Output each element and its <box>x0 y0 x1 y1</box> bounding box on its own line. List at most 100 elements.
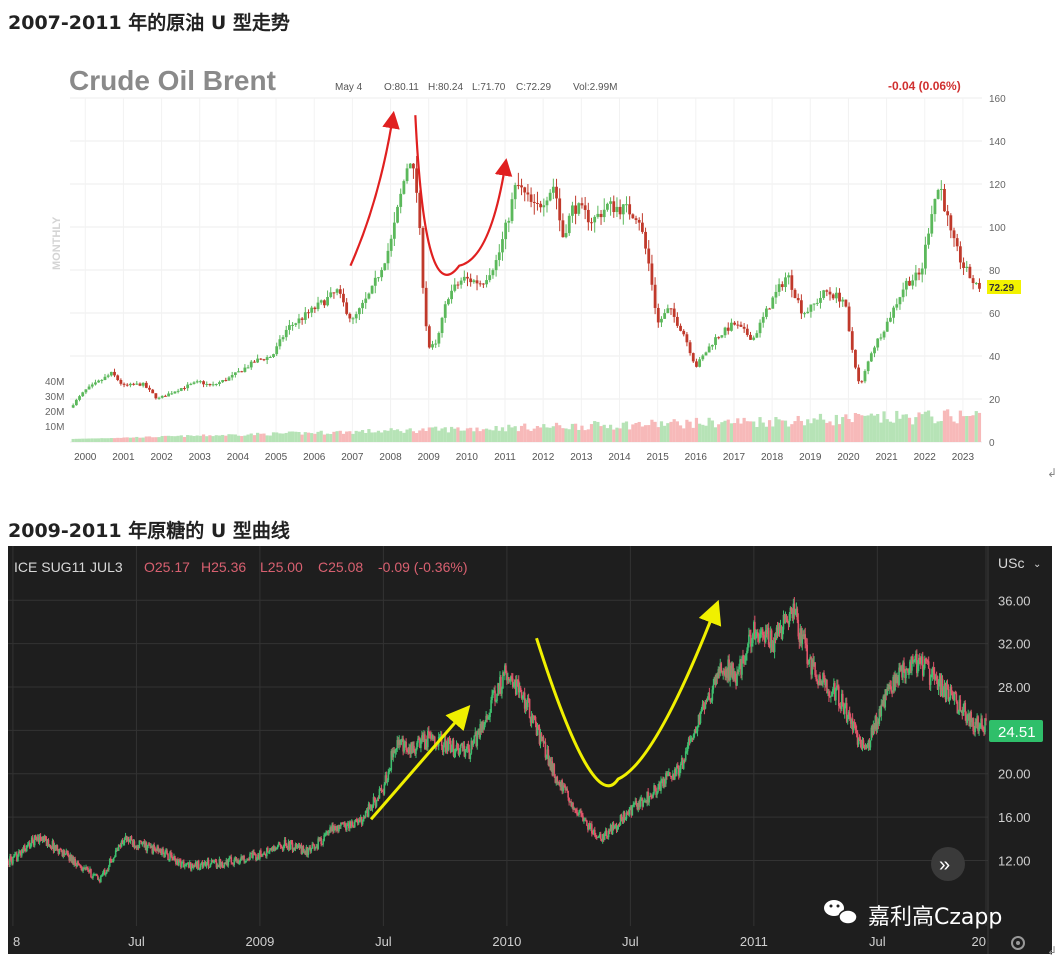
settings-gear-icon[interactable] <box>1011 936 1025 950</box>
sugar-candle <box>352 826 355 828</box>
crude-candle <box>262 359 266 361</box>
sugar-candle <box>760 629 763 632</box>
sugar-candle <box>348 823 350 829</box>
sugar-candle <box>754 622 756 639</box>
sugar-candle <box>404 741 406 744</box>
crude-candle <box>733 322 737 325</box>
crude-candle <box>920 268 924 275</box>
return-arrow-icon-2: ↲ <box>1046 944 1057 958</box>
crude-volume-bar <box>965 415 969 442</box>
sugar-candle <box>713 677 716 685</box>
sugar-candle <box>591 824 593 834</box>
crude-volume-bar <box>863 415 867 442</box>
sugar-candle <box>957 710 960 714</box>
sugar-candle <box>956 701 959 714</box>
sugar-candle <box>24 848 27 851</box>
sugar-candle <box>403 743 405 752</box>
sugar-candle <box>482 722 484 730</box>
sugar-candle <box>201 862 204 867</box>
crude-volume-bar <box>729 423 734 442</box>
crude-volume-bar <box>669 421 673 442</box>
crude-volume-bar <box>837 424 842 442</box>
sugar-currency-selector[interactable]: USc <box>998 555 1024 571</box>
crude-volume-bar <box>748 421 753 442</box>
crude-candle <box>831 294 835 299</box>
crude-candle <box>971 278 975 284</box>
sugar-candle <box>652 793 654 798</box>
sugar-candle <box>852 722 855 731</box>
sugar-candle <box>318 838 320 840</box>
sugar-x-tick: Jul <box>375 934 392 949</box>
crude-volume-bar <box>542 424 546 442</box>
sugar-candle <box>365 810 368 812</box>
sugar-candle <box>971 718 973 723</box>
sugar-candle <box>29 843 32 848</box>
sugar-candle <box>683 759 686 761</box>
crude-volume-bar <box>656 427 660 442</box>
crude-candle <box>793 289 797 299</box>
sugar-candle <box>632 804 635 806</box>
sugar-candle <box>914 659 916 661</box>
sugar-candle <box>927 661 930 669</box>
sugar-candle <box>917 665 919 674</box>
crude-volume-bar <box>939 421 943 442</box>
sugar-candle <box>480 724 482 732</box>
sugar-candle <box>747 643 749 651</box>
sugar-candle <box>522 692 525 696</box>
crude-candle <box>882 331 886 338</box>
crude-volume-bar <box>752 421 756 442</box>
crude-volume-bar <box>488 429 492 442</box>
crude-candle <box>450 290 453 300</box>
sugar-candle <box>225 859 228 865</box>
crude-volume-bar <box>844 414 848 442</box>
sugar-candle <box>974 721 976 732</box>
sugar-candle <box>751 643 753 647</box>
sugar-candle <box>755 632 757 639</box>
sugar-candle <box>649 795 651 797</box>
crude-volume-bar <box>491 430 495 442</box>
sugar-candle <box>571 802 573 807</box>
crude-candle <box>749 334 752 340</box>
sugar-candle <box>152 844 155 854</box>
sugar-candle <box>946 685 949 690</box>
sugar-candle <box>766 627 769 634</box>
sugar-candle <box>490 700 492 713</box>
crude-candle <box>173 391 177 394</box>
crude-candle <box>195 381 199 383</box>
sugar-candle <box>12 857 14 864</box>
return-arrow-icon: ↲ <box>1046 466 1057 480</box>
sugar-candle <box>57 850 60 854</box>
sugar-candle <box>135 845 138 848</box>
crude-y-tick: 100 <box>989 223 1006 234</box>
sugar-candle <box>633 803 636 805</box>
crude-volume-bar <box>465 428 470 442</box>
crude-candle <box>634 218 638 221</box>
sugar-candle <box>595 837 598 839</box>
crude-volume-bar <box>138 437 142 442</box>
crude-volume-bar <box>230 434 234 442</box>
sugar-candle <box>827 692 829 694</box>
crude-volume-bar <box>780 420 784 442</box>
scroll-to-latest-button[interactable]: » <box>931 847 965 881</box>
crude-candle <box>806 311 810 314</box>
sugar-candle <box>646 791 648 803</box>
crude-candle <box>408 163 412 169</box>
sugar-candle <box>575 809 577 811</box>
sugar-candle <box>849 716 852 724</box>
sugar-candle <box>103 869 105 873</box>
sugar-candle <box>796 608 799 620</box>
sugar-candle <box>656 792 658 795</box>
sugar-candle <box>472 742 475 746</box>
sugar-candle <box>799 628 802 642</box>
sugar-candle <box>112 857 115 862</box>
sugar-candle <box>415 749 417 755</box>
crude-candle <box>462 276 466 281</box>
sugar-candle <box>610 824 613 835</box>
chevron-down-icon[interactable]: ⌄ <box>1033 559 1041 570</box>
sugar-candle <box>637 803 640 810</box>
crude-volume-bar <box>605 428 610 442</box>
crude-header-close: C:72.29 <box>516 82 551 93</box>
sugar-candle <box>921 656 924 676</box>
crude-volume-bar <box>484 428 489 442</box>
crude-volume-bar <box>300 434 304 442</box>
